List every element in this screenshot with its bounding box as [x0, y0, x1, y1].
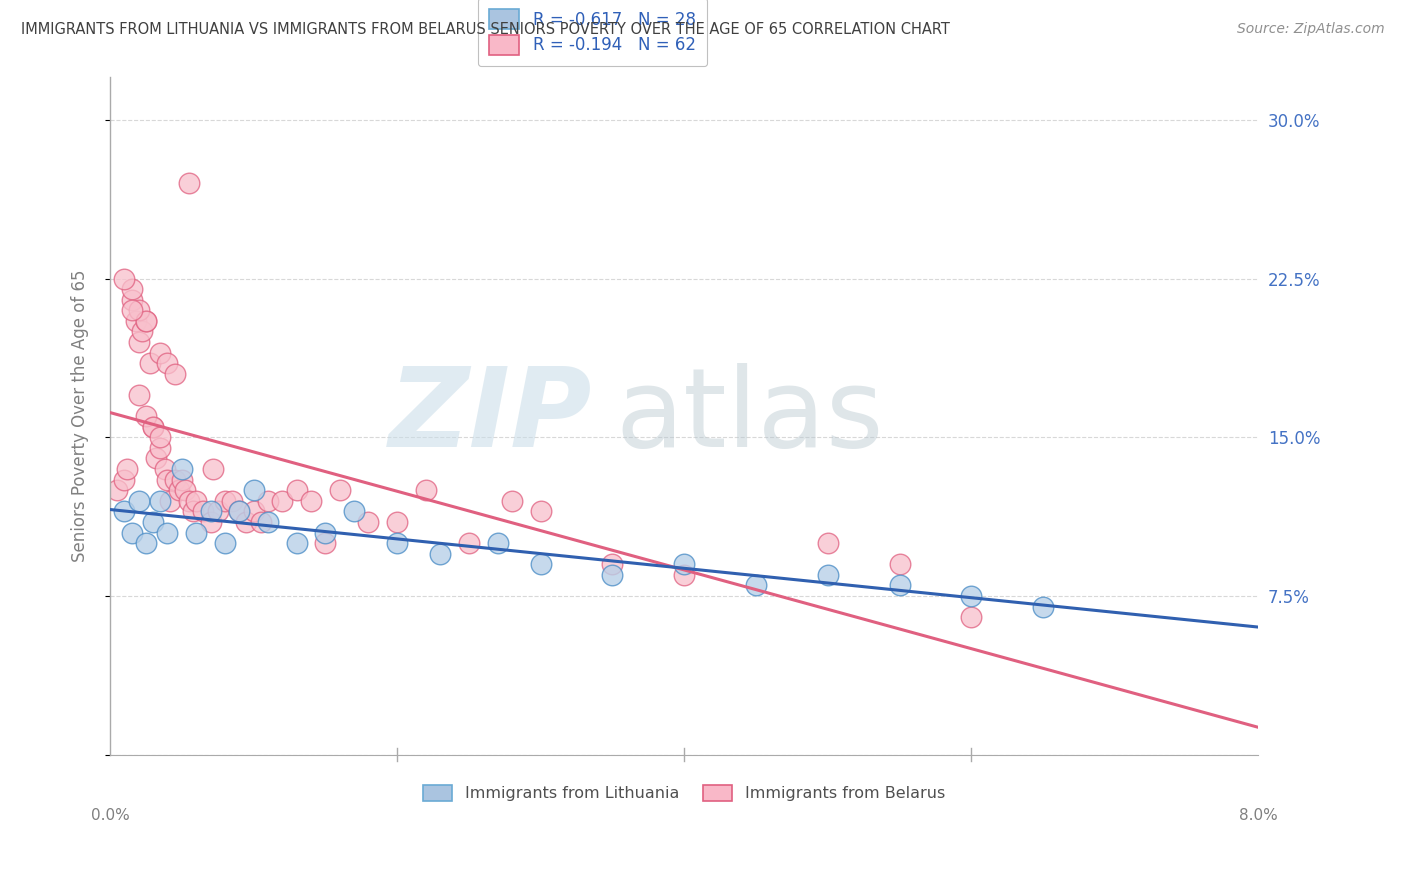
Point: [163, 367, 186, 381]
Point: [200, 504, 222, 518]
Point: [105, 483, 128, 498]
Point: [314, 536, 336, 550]
Point: [429, 547, 451, 561]
Point: [142, 419, 165, 434]
Point: [314, 525, 336, 540]
Point: [121, 303, 143, 318]
Point: [221, 493, 243, 508]
Point: [530, 558, 553, 572]
Point: [112, 504, 135, 518]
Text: Source: ZipAtlas.com: Source: ZipAtlas.com: [1237, 22, 1385, 37]
Point: [458, 536, 481, 550]
Point: [159, 493, 181, 508]
Point: [125, 314, 148, 328]
Point: [177, 493, 200, 508]
Text: ZIP: ZIP: [389, 363, 592, 469]
Point: [501, 493, 523, 508]
Point: [135, 536, 157, 550]
Point: [228, 504, 250, 518]
Text: atlas: atlas: [616, 363, 884, 469]
Point: [149, 345, 172, 359]
Point: [121, 282, 143, 296]
Point: [112, 271, 135, 285]
Point: [202, 462, 225, 476]
Point: [329, 483, 352, 498]
Point: [153, 462, 176, 476]
Point: [149, 493, 172, 508]
Point: [142, 515, 165, 529]
Point: [145, 451, 167, 466]
Point: [817, 567, 839, 582]
Point: [530, 504, 553, 518]
Point: [817, 536, 839, 550]
Point: [214, 536, 236, 550]
Point: [156, 356, 179, 370]
Legend: Immigrants from Lithuania, Immigrants from Belarus: Immigrants from Lithuania, Immigrants fr…: [418, 779, 952, 808]
Point: [149, 441, 172, 455]
Point: [385, 515, 408, 529]
Point: [173, 483, 195, 498]
Point: [149, 430, 172, 444]
Point: [131, 325, 153, 339]
Point: [299, 493, 322, 508]
Point: [170, 473, 193, 487]
Point: [142, 419, 165, 434]
Point: [163, 473, 186, 487]
Point: [242, 483, 264, 498]
Point: [602, 567, 624, 582]
Point: [486, 536, 509, 550]
Point: [200, 515, 222, 529]
Point: [121, 293, 143, 307]
Point: [128, 388, 150, 402]
Text: 0.0%: 0.0%: [91, 808, 129, 822]
Point: [385, 536, 408, 550]
Point: [889, 558, 911, 572]
Point: [242, 504, 264, 518]
Point: [112, 473, 135, 487]
Point: [214, 493, 236, 508]
Point: [602, 558, 624, 572]
Point: [228, 504, 250, 518]
Point: [1032, 599, 1054, 614]
Point: [207, 504, 229, 518]
Point: [415, 483, 437, 498]
Point: [235, 515, 257, 529]
Point: [135, 314, 157, 328]
Point: [177, 176, 200, 190]
Point: [156, 473, 179, 487]
Point: [186, 525, 208, 540]
Point: [193, 504, 215, 518]
Point: [357, 515, 380, 529]
Point: [181, 504, 204, 518]
Point: [135, 409, 157, 424]
Point: [156, 525, 179, 540]
Point: [128, 493, 150, 508]
Point: [128, 303, 150, 318]
Y-axis label: Seniors Poverty Over the Age of 65: Seniors Poverty Over the Age of 65: [72, 270, 89, 562]
Point: [257, 515, 280, 529]
Point: [673, 567, 696, 582]
Point: [117, 462, 139, 476]
Point: [135, 314, 157, 328]
Point: [128, 334, 150, 349]
Point: [889, 578, 911, 592]
Point: [343, 504, 366, 518]
Point: [271, 493, 294, 508]
Point: [257, 493, 280, 508]
Point: [960, 610, 983, 624]
Point: [960, 589, 983, 603]
Point: [186, 493, 208, 508]
Point: [249, 515, 271, 529]
Point: [121, 525, 143, 540]
Point: [139, 356, 162, 370]
Point: [673, 558, 696, 572]
Text: IMMIGRANTS FROM LITHUANIA VS IMMIGRANTS FROM BELARUS SENIORS POVERTY OVER THE AG: IMMIGRANTS FROM LITHUANIA VS IMMIGRANTS …: [21, 22, 950, 37]
Point: [285, 536, 308, 550]
Point: [170, 462, 193, 476]
Point: [167, 483, 190, 498]
Text: 8.0%: 8.0%: [1239, 808, 1278, 822]
Point: [285, 483, 308, 498]
Point: [745, 578, 768, 592]
